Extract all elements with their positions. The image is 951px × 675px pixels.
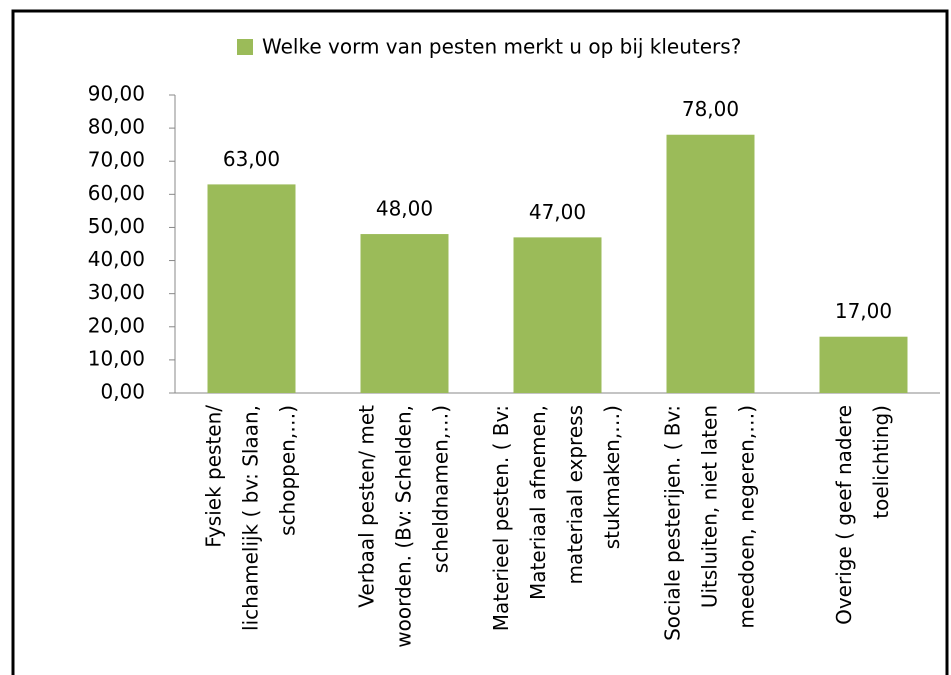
bar	[819, 336, 908, 393]
y-tick-label: 90,00	[88, 82, 145, 106]
y-tick-label: 70,00	[88, 148, 145, 172]
y-tick-label: 60,00	[88, 181, 145, 205]
y-tick-label: 30,00	[88, 280, 145, 304]
y-tick-label: 80,00	[88, 115, 145, 139]
data-label: 78,00	[682, 97, 739, 121]
x-tick-label: Fysiek pesten/lichamelijk ( bv: Slaan, sc…	[201, 405, 299, 631]
y-tick-label: 50,00	[88, 214, 145, 238]
bar	[360, 234, 449, 393]
x-tick-label: Materieel pesten. ( Bv: Materiaal afnemen…	[489, 405, 624, 631]
data-label: 47,00	[529, 200, 586, 224]
data-label: 48,00	[376, 197, 433, 221]
x-tick-label: Overige ( geef nadere toelichting)	[832, 405, 893, 625]
legend-label: Welke vorm van pesten merkt u op bij kle…	[262, 35, 741, 59]
bar	[513, 237, 602, 393]
y-tick-label: 40,00	[88, 247, 145, 271]
chart-frame	[11, 9, 949, 675]
data-label: 63,00	[223, 147, 280, 171]
data-label: 17,00	[835, 299, 892, 323]
x-tick-label: Verbaal pesten/ met woorden. (Bv: Schelde…	[354, 405, 452, 648]
bar	[666, 134, 755, 393]
x-tick-label: Sociale pesterijen. ( Bv: Uitsluiten, nie…	[660, 405, 758, 641]
y-tick-label: 20,00	[88, 313, 145, 337]
y-tick-label: 10,00	[88, 346, 145, 370]
legend-swatch	[237, 39, 253, 55]
bar	[207, 184, 296, 393]
y-tick-label: 0,00	[100, 380, 145, 404]
